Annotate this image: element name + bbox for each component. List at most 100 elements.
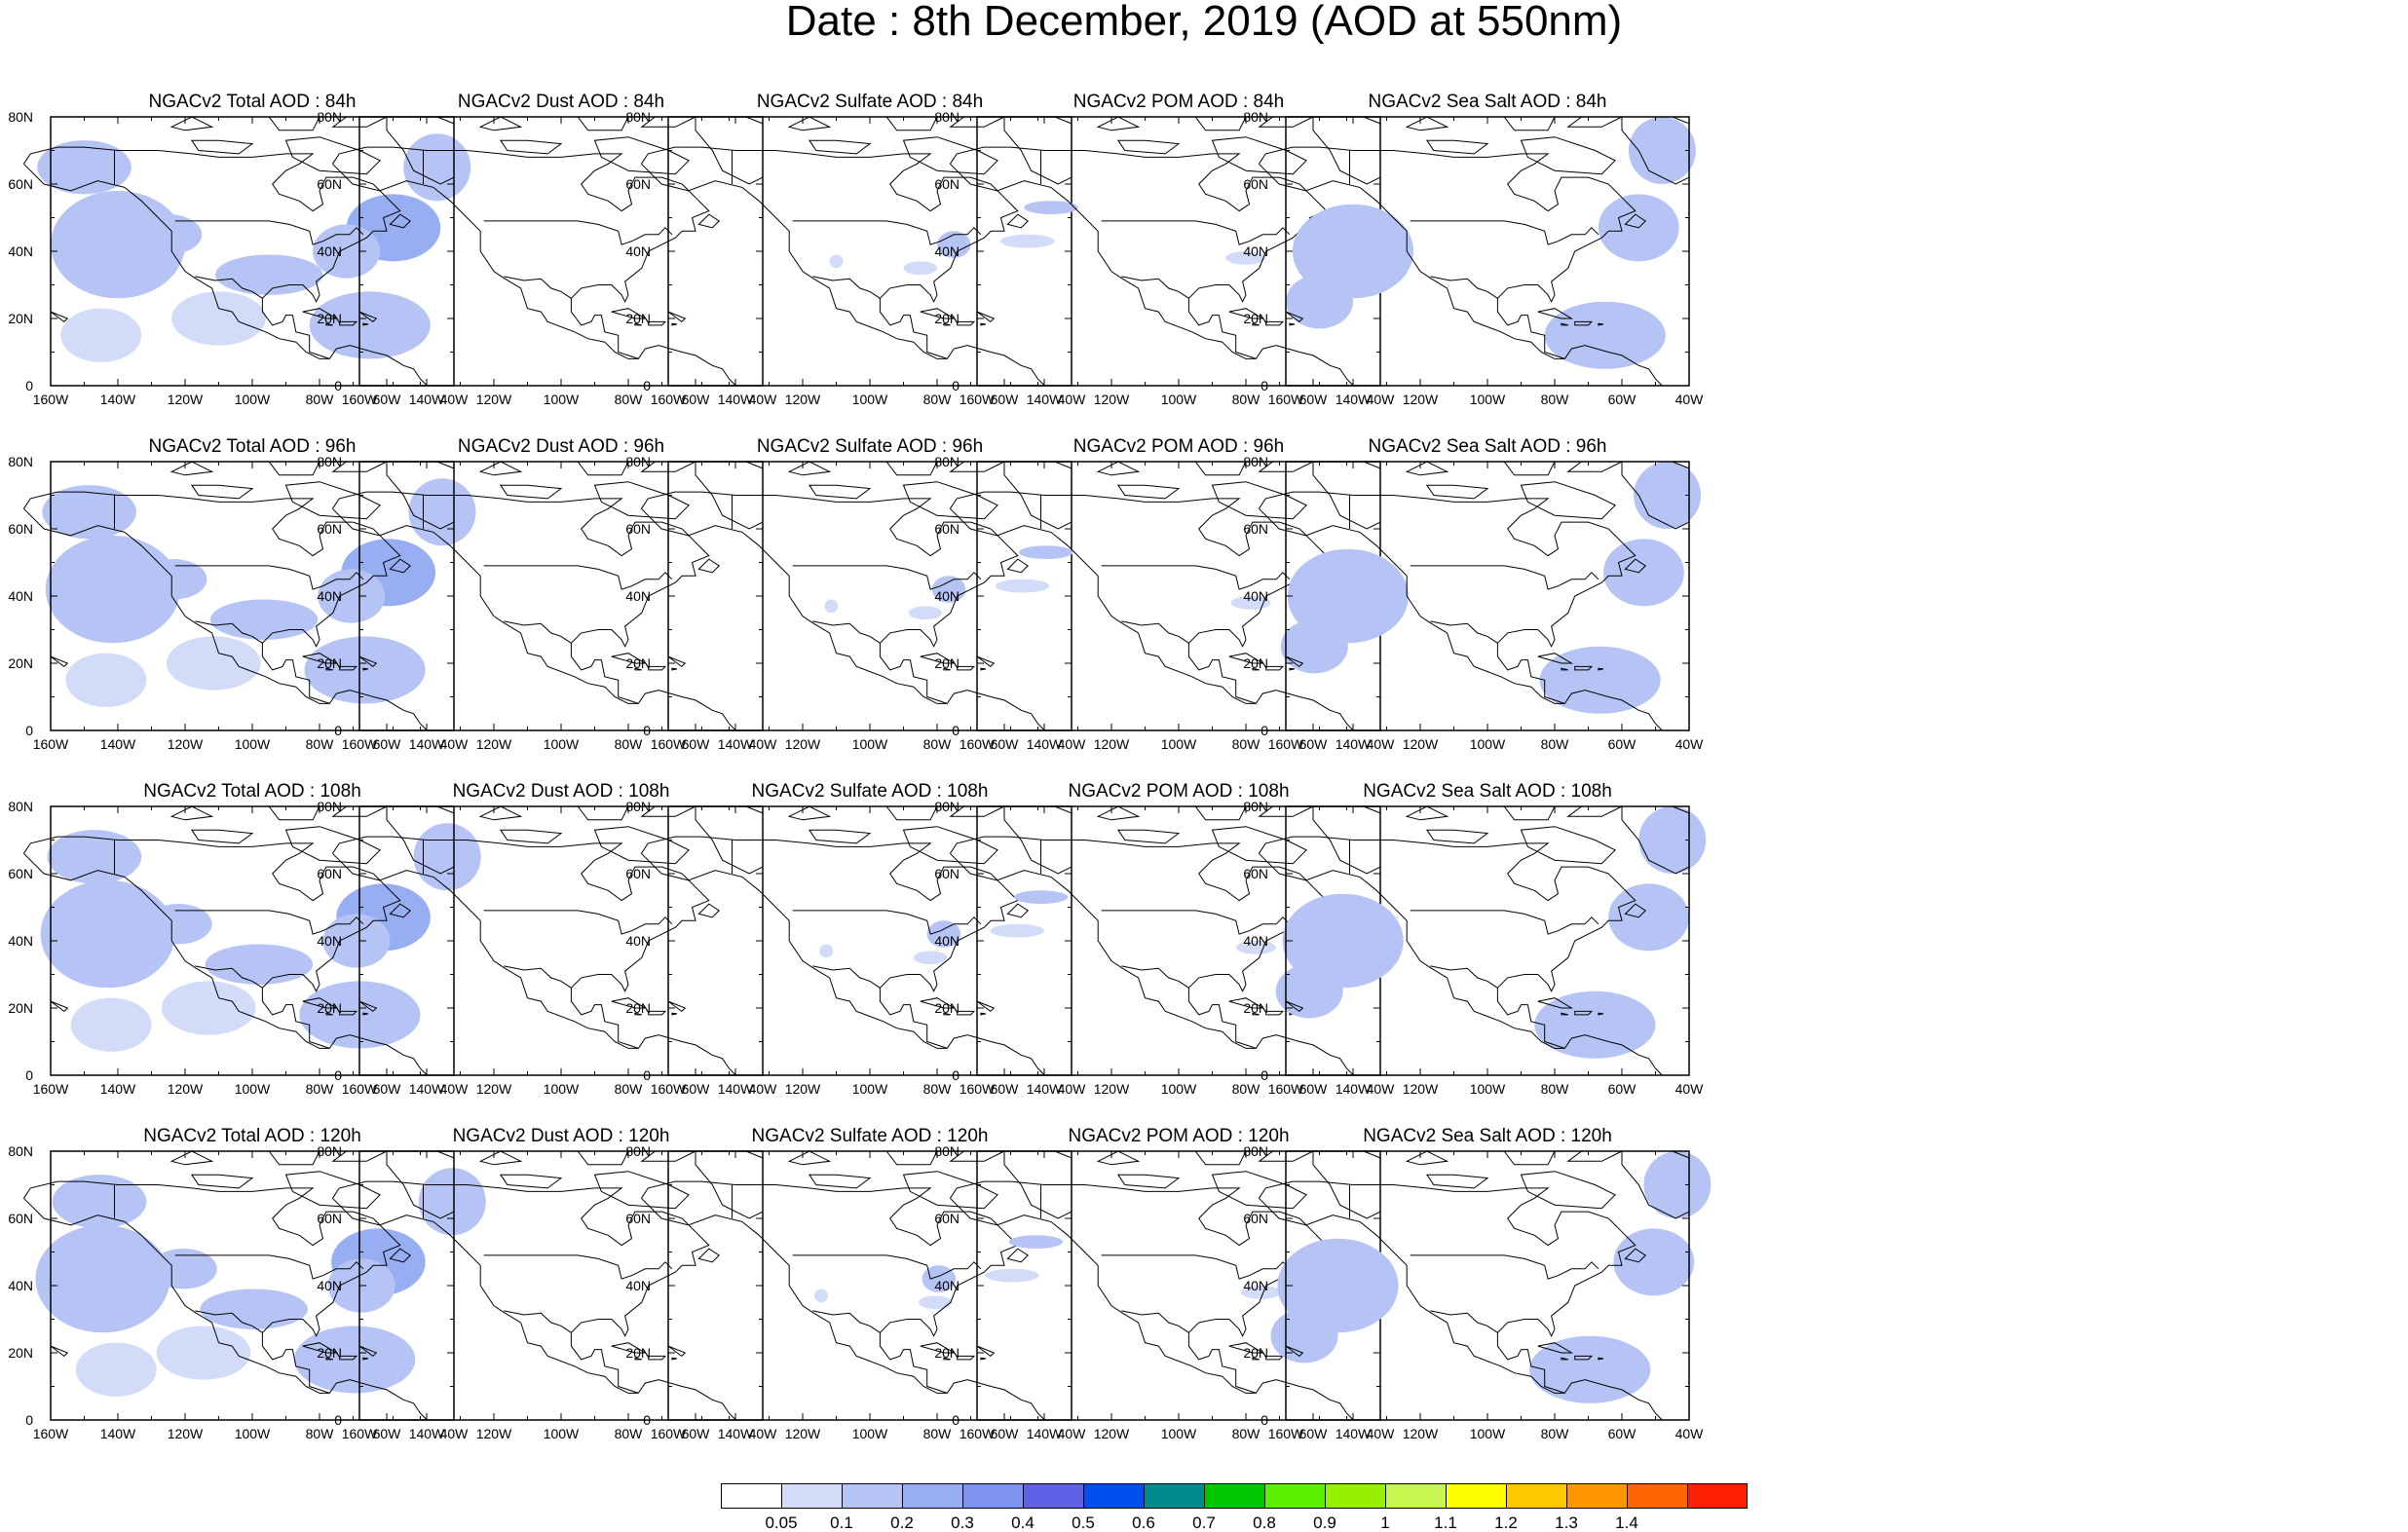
island-outline bbox=[1312, 116, 1381, 185]
lon-tick-label: 40W bbox=[1057, 392, 1086, 407]
coastline bbox=[331, 491, 710, 704]
lon-tick-label: 80W bbox=[922, 736, 952, 752]
coastline bbox=[23, 852, 428, 1076]
coastline bbox=[792, 910, 982, 935]
island-outline bbox=[302, 997, 339, 1009]
island-outline bbox=[1211, 136, 1307, 175]
island-outline bbox=[1116, 829, 1181, 844]
lon-tick-label: 160W bbox=[959, 736, 996, 752]
lon-tick-label: 80W bbox=[614, 736, 643, 752]
lon-tick-label: 60W bbox=[1607, 1426, 1637, 1441]
tick-marks bbox=[358, 1150, 764, 1421]
aod-region bbox=[139, 559, 207, 600]
coastline bbox=[640, 146, 1019, 359]
lat-tick-label: 40N bbox=[317, 243, 342, 259]
island-outline bbox=[358, 311, 378, 323]
aod-region bbox=[1529, 1335, 1651, 1403]
lat-tick-label: 40N bbox=[625, 933, 651, 949]
lon-tick-label: 80W bbox=[1231, 392, 1260, 407]
lat-tick-label: 60N bbox=[934, 521, 959, 537]
island-outline bbox=[386, 805, 455, 875]
panel-title: NGACv2 Sulfate AOD : 120h bbox=[751, 1126, 989, 1146]
coastline bbox=[483, 565, 673, 590]
lon-tick-label: 160W bbox=[32, 1426, 69, 1441]
lon-tick-label: 80W bbox=[1540, 736, 1569, 752]
lon-tick-label: 100W bbox=[851, 1081, 888, 1097]
aod-region bbox=[309, 291, 431, 359]
map-panel: NGACv2 Total AOD : 120h 80N 60N 40N 20N 0 160W… bbox=[8, 1118, 495, 1449]
island-outline bbox=[943, 1012, 951, 1016]
island-outline bbox=[50, 311, 69, 323]
island-outline bbox=[611, 308, 648, 319]
lat-tick-label: 80N bbox=[934, 799, 959, 814]
lon-tick-label: 120W bbox=[784, 392, 821, 407]
island-outline bbox=[902, 826, 998, 865]
aod-region bbox=[926, 920, 961, 948]
coastline bbox=[1101, 1254, 1291, 1280]
lat-tick-label: 0 bbox=[643, 723, 651, 738]
map-plot bbox=[22, 461, 476, 731]
island-outline bbox=[1194, 461, 1247, 476]
island-outline bbox=[611, 997, 648, 1009]
lon-tick-label: 120W bbox=[1093, 1426, 1130, 1441]
island-outline bbox=[1252, 1012, 1260, 1016]
coastlines bbox=[1258, 1150, 1690, 1421]
lon-tick-label: 60W bbox=[372, 392, 401, 407]
aod-region bbox=[65, 653, 147, 707]
map-panel: NGACv2 Dust AOD : 108h 80N 60N 40N 20N 0 160W 1… bbox=[317, 773, 804, 1104]
coastline bbox=[483, 910, 673, 935]
coastline bbox=[950, 1197, 1354, 1421]
lon-tick-label: 140W bbox=[1026, 392, 1063, 407]
panel-title: NGACv2 Sea Salt AOD : 84h bbox=[1368, 92, 1607, 112]
aod-region bbox=[1024, 201, 1078, 215]
lon-tick-label: 60W bbox=[990, 736, 1019, 752]
lon-tick-label: 120W bbox=[1402, 1426, 1439, 1441]
lon-tick-label: 160W bbox=[341, 1426, 378, 1441]
aod-region bbox=[1638, 806, 1707, 874]
island-outline bbox=[358, 655, 378, 668]
lon-tick-label: 120W bbox=[167, 392, 204, 407]
lat-tick-label: 40N bbox=[317, 933, 342, 949]
lon-tick-label: 40W bbox=[1366, 1081, 1395, 1097]
island-outline bbox=[1574, 320, 1594, 326]
island-outline bbox=[1503, 805, 1556, 821]
lon-tick-label: 80W bbox=[614, 392, 643, 407]
lon-tick-label: 80W bbox=[922, 392, 952, 407]
lon-tick-label: 100W bbox=[234, 392, 271, 407]
lon-tick-label: 100W bbox=[234, 1426, 271, 1441]
aod-shading bbox=[819, 920, 961, 965]
lat-tick-label: 60N bbox=[1243, 521, 1268, 537]
panel-title: NGACv2 Dust AOD : 108h bbox=[452, 781, 670, 802]
lon-tick-label: 100W bbox=[1160, 736, 1197, 752]
island-outline bbox=[1211, 481, 1307, 520]
island-outline bbox=[1116, 139, 1181, 155]
island-outline bbox=[1624, 558, 1646, 574]
aod-region bbox=[1634, 462, 1702, 529]
lat-tick-label: 60N bbox=[317, 866, 342, 881]
island-outline bbox=[325, 667, 333, 671]
coastlines bbox=[331, 461, 764, 731]
aod-region bbox=[1628, 117, 1696, 184]
coastline bbox=[641, 163, 1045, 387]
lon-tick-label: 60W bbox=[1607, 1081, 1637, 1097]
lon-tick-label: 40W bbox=[1674, 736, 1704, 752]
island-outline bbox=[284, 136, 381, 175]
lon-tick-label: 40W bbox=[439, 736, 469, 752]
aod-region bbox=[1275, 964, 1343, 1019]
island-outline bbox=[1265, 665, 1285, 671]
lon-tick-label: 60W bbox=[990, 1081, 1019, 1097]
island-outline bbox=[885, 805, 938, 821]
aod-region bbox=[75, 1342, 157, 1397]
panel-title: NGACv2 Dust AOD : 84h bbox=[457, 92, 665, 112]
coastline bbox=[195, 276, 263, 299]
coastline bbox=[174, 1254, 364, 1280]
island-outline bbox=[920, 308, 957, 319]
island-outline bbox=[957, 1355, 976, 1361]
island-outline bbox=[1285, 1000, 1304, 1013]
island-outline bbox=[1265, 320, 1285, 326]
panel-title: NGACv2 Sea Salt AOD : 120h bbox=[1363, 1126, 1612, 1146]
coastline bbox=[1121, 1310, 1189, 1333]
lat-tick-label: 80N bbox=[625, 1143, 651, 1159]
island-outline bbox=[1598, 667, 1604, 671]
island-outline bbox=[339, 665, 358, 671]
